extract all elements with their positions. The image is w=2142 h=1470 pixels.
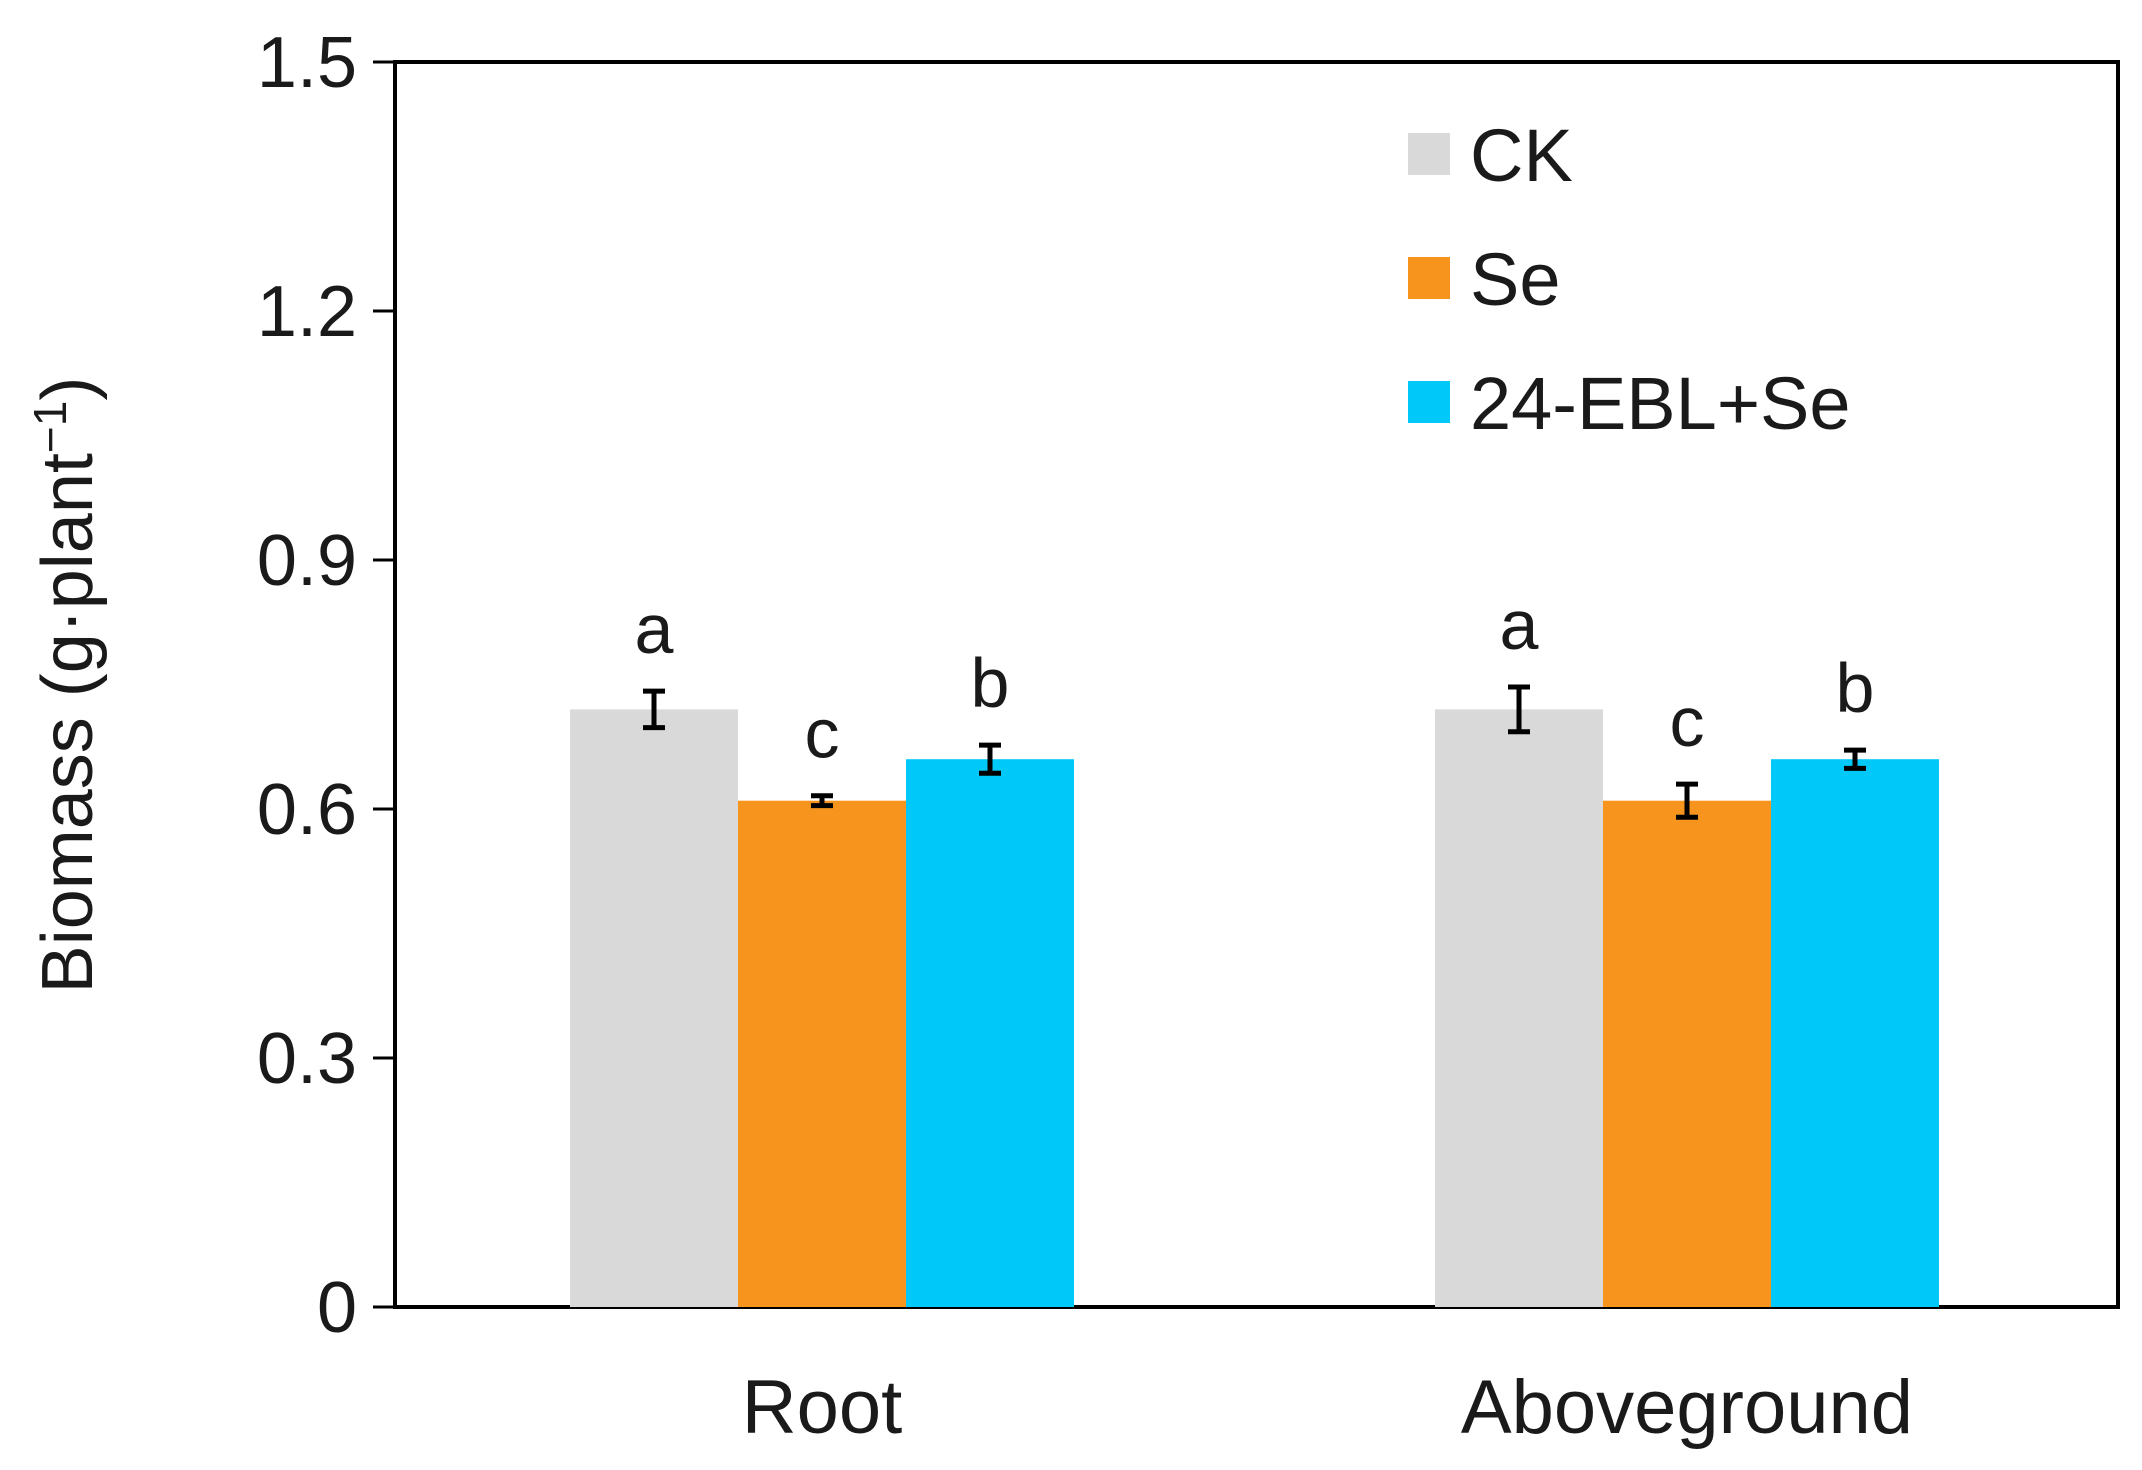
significance-letter: b: [1836, 649, 1875, 727]
y-axis-title-superscript: −1: [24, 401, 76, 453]
y-tick-label: 0.9: [257, 521, 357, 601]
legend: CK Se 24-EBL+Se: [1408, 114, 1851, 445]
y-axis-title-main: Biomass (g·plant: [28, 453, 108, 993]
plot-frame: [393, 60, 2120, 1309]
y-tick-label: 1.5: [257, 23, 357, 103]
bar-se-root: [738, 800, 906, 1307]
y-tick-label: 0.3: [257, 1019, 357, 1099]
legend-swatch: [1408, 381, 1450, 423]
legend-swatch: [1408, 257, 1450, 299]
bar-ck-aboveground: [1435, 709, 1603, 1307]
bar-se-aboveground: [1603, 800, 1771, 1307]
significance-letter: c: [805, 695, 840, 773]
plot-layer: 0 0.3 0.6 0.9 1.2 1.5 a c b Root a c b Aboveground: [257, 23, 2120, 1450]
y-axis-title-group: Biomass (g·plant−1): [24, 377, 108, 994]
legend-label: CK: [1470, 114, 1573, 197]
x-category-label: Aboveground: [1461, 1365, 1913, 1450]
y-axis-title: Biomass (g·plant−1): [24, 377, 108, 994]
significance-letter: a: [1500, 586, 1539, 664]
x-category-label: Root: [742, 1365, 903, 1450]
bar-24-ebl-se-aboveground: [1771, 759, 1939, 1307]
y-axis-title-close: ): [28, 377, 108, 401]
legend-label: Se: [1470, 238, 1561, 321]
significance-letter: c: [1670, 683, 1705, 761]
legend-swatch: [1408, 133, 1450, 175]
significance-letter: b: [971, 644, 1010, 722]
bar-24-ebl-se-root: [906, 759, 1074, 1307]
significance-letter: a: [635, 590, 674, 668]
legend-label: 24-EBL+Se: [1470, 362, 1851, 445]
y-tick-label: 0.6: [257, 770, 357, 850]
y-tick-label: 1.2: [257, 272, 357, 352]
y-tick-label: 0: [317, 1268, 357, 1348]
bar-ck-root: [570, 709, 738, 1307]
